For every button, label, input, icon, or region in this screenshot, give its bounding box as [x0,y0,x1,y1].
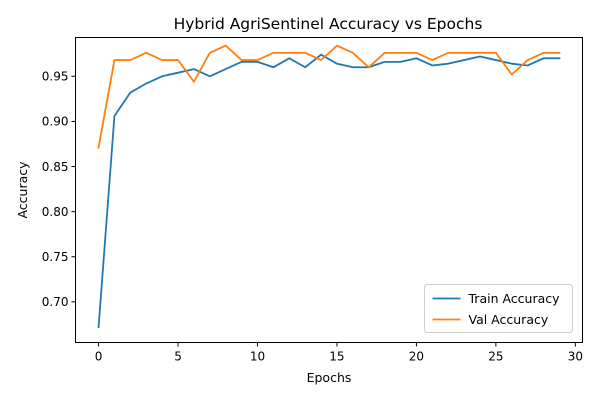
x-axis-label: Epochs [307,370,352,385]
series-line-train-accuracy [97,53,561,329]
series-line-val-accuracy [97,44,561,149]
y-tick-label: 0.80 [42,205,69,219]
x-tick-label: 25 [488,350,503,364]
legend-box [424,284,573,333]
x-axis-ticks: 0 5 10 15 20 25 30 [95,342,583,364]
y-axis-label: Accuracy [15,161,30,219]
x-tick-label: 0 [95,350,103,364]
y-tick-label: 0.95 [42,70,69,84]
x-tick-label: 30 [568,350,583,364]
y-tick-label: 0.70 [42,295,69,309]
legend-label: Train Accuracy [468,291,561,306]
y-tick-label: 0.90 [42,115,69,129]
y-tick-label: 0.85 [42,160,69,174]
x-tick-label: 5 [174,350,182,364]
x-tick-label: 15 [329,350,344,364]
plot-frame [75,37,583,343]
chart-title: Hybrid AgriSentinel Accuracy vs Epochs [174,15,483,33]
legend-label: Val Accuracy [469,312,549,327]
legend: Train Accuracy Val Accuracy [424,284,573,333]
x-tick-label: 20 [409,350,424,364]
x-tick-label: 10 [250,350,265,364]
series-lines [97,44,561,329]
y-axis-ticks: 0.70 0.75 0.80 0.85 0.90 0.95 [42,70,76,309]
y-tick-label: 0.75 [42,250,69,264]
